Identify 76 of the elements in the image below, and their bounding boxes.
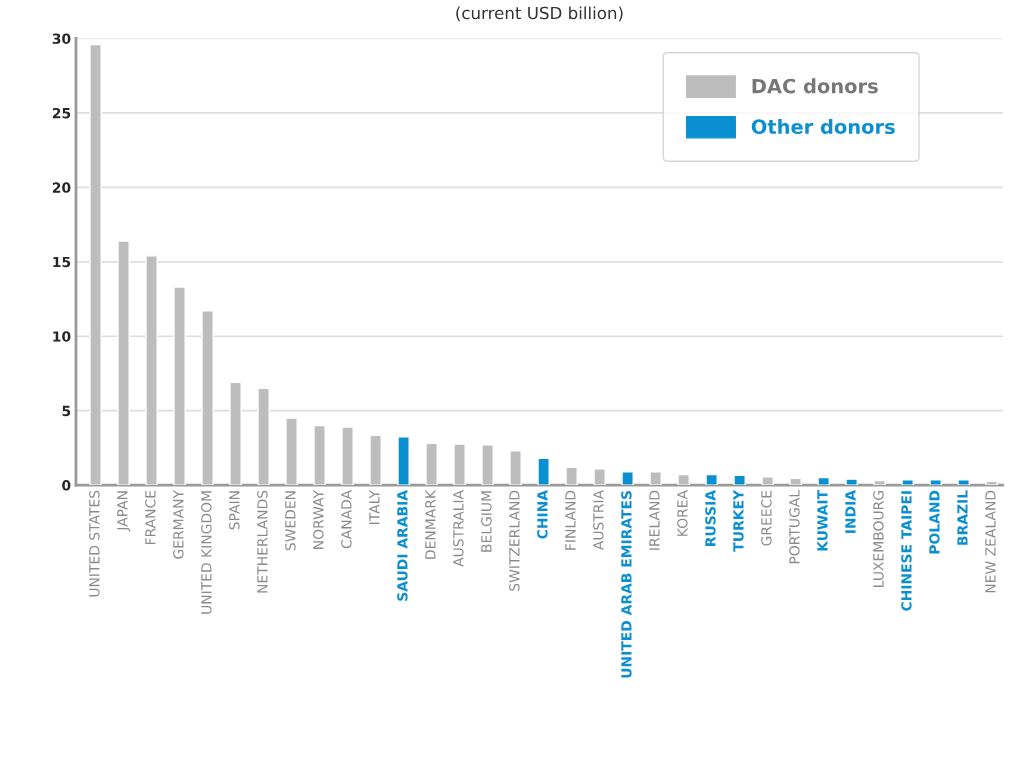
x-tick-label: KOREA: [677, 490, 688, 536]
bar: [145, 255, 158, 486]
y-tick-label: 30: [52, 33, 71, 44]
x-tick-label: GERMANY: [173, 489, 184, 559]
x-tick-label: SPAIN: [229, 491, 240, 530]
bar: [873, 479, 886, 486]
x-tick-label: DENMARK: [425, 489, 436, 559]
bar: [257, 387, 270, 486]
bar: [173, 286, 186, 486]
x-tick-label: NORWAY: [313, 489, 324, 549]
bar: [425, 442, 438, 486]
x-tick-label: TURKEY: [733, 489, 744, 552]
bar: [761, 476, 774, 486]
legend-label: Other donors: [751, 119, 895, 135]
bar: [285, 417, 298, 486]
bar: [985, 480, 998, 486]
bar: [565, 466, 578, 486]
x-tick-label: INDIA: [845, 490, 856, 533]
y-tick-label: 10: [53, 331, 71, 342]
bar: [705, 473, 718, 486]
x-tick-label: CHINA: [537, 490, 548, 539]
bar: [929, 479, 942, 486]
x-tick-label: UNITED ARAB EMIRATES: [621, 490, 632, 678]
x-tick-label: KUWAIT: [817, 490, 828, 551]
bar: [453, 443, 466, 486]
bar: [901, 479, 914, 486]
bar: [369, 434, 382, 486]
x-tick-label: NETHERLANDS: [257, 490, 268, 593]
bar: [537, 457, 550, 486]
y-tick-label: 15: [53, 256, 71, 268]
bar: [397, 436, 410, 486]
bar: [117, 240, 130, 486]
x-tick-label: CANADA: [341, 490, 352, 549]
bar: [733, 474, 746, 486]
x-tick-label: LUXEMBOURG: [873, 491, 884, 587]
y-tick-label: 0: [62, 480, 71, 491]
bar: [789, 477, 802, 486]
bar: [89, 43, 102, 486]
bar: [313, 424, 326, 486]
x-tick-label: NEW ZEALAND: [985, 490, 996, 593]
x-tick-label: CHINESE TAIPEI: [901, 491, 912, 611]
x-tick-label: POLAND: [929, 490, 940, 554]
x-tick-label: JAPAN: [117, 491, 131, 532]
chart-subtitle: (current USD billion): [456, 6, 623, 22]
x-tick-label: GREECE: [761, 490, 772, 546]
x-tick-label: FINLAND: [565, 490, 576, 550]
x-tick-label: IRELAND: [649, 490, 660, 550]
bar: [957, 479, 970, 486]
bar: [229, 381, 242, 486]
bar: [817, 476, 830, 486]
x-tick-label: AUSTRIA: [593, 490, 604, 551]
x-tick-label: RUSSIA: [705, 490, 716, 546]
x-tick-label: UNITED STATES: [89, 490, 100, 597]
y-tick-label: 5: [62, 405, 71, 417]
x-tick-label: PORTUGAL: [789, 490, 800, 564]
x-tick-label: SAUDI ARABIA: [397, 490, 408, 601]
bar: [509, 450, 522, 486]
bar: [845, 478, 858, 486]
bar: [621, 471, 634, 486]
bar: [677, 473, 690, 486]
x-tick-label: FRANCE: [145, 490, 156, 545]
x-tick-label: ITALY: [369, 489, 380, 524]
x-tick-label: SWEDEN: [285, 491, 296, 551]
x-tick-label: BELGIUM: [481, 491, 492, 552]
bar: [593, 468, 606, 486]
x-tick-label: SWITZERLAND: [509, 490, 520, 591]
x-tick-label: BRAZIL: [957, 490, 968, 545]
legend-label: DAC donors: [752, 78, 878, 94]
bar: [481, 444, 494, 486]
y-tick-label: 20: [52, 182, 71, 193]
bar: [649, 471, 662, 486]
bar: [201, 310, 214, 486]
bar: [341, 426, 354, 486]
x-tick-label: UNITED KINGDOM: [201, 491, 212, 614]
x-tick-label: AUSTRALIA: [453, 490, 464, 567]
y-tick-label: 25: [52, 107, 71, 119]
